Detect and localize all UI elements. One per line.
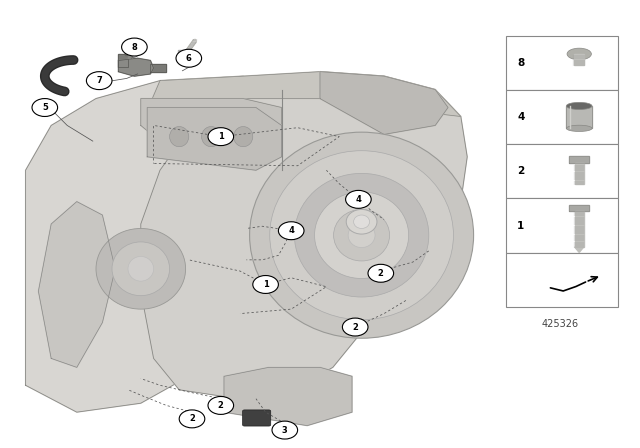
Circle shape	[278, 222, 304, 240]
Polygon shape	[569, 204, 589, 211]
Ellipse shape	[270, 151, 453, 320]
Ellipse shape	[234, 127, 253, 147]
Circle shape	[176, 49, 202, 67]
Text: 2: 2	[517, 166, 524, 177]
Text: 1: 1	[517, 220, 524, 231]
Ellipse shape	[566, 125, 592, 132]
Text: 1: 1	[262, 280, 269, 289]
Text: 4: 4	[517, 112, 525, 122]
Text: 4: 4	[355, 195, 362, 204]
Polygon shape	[38, 202, 115, 367]
Circle shape	[342, 318, 368, 336]
Circle shape	[179, 410, 205, 428]
Circle shape	[253, 276, 278, 293]
Ellipse shape	[170, 127, 189, 147]
Text: 2: 2	[352, 323, 358, 332]
Polygon shape	[118, 58, 154, 76]
Circle shape	[272, 421, 298, 439]
Circle shape	[86, 72, 112, 90]
Bar	[506, 36, 618, 90]
Polygon shape	[125, 48, 134, 55]
Polygon shape	[118, 54, 128, 67]
Polygon shape	[320, 72, 448, 134]
Polygon shape	[141, 99, 282, 157]
Ellipse shape	[96, 228, 186, 309]
Text: 6: 6	[186, 54, 192, 63]
Polygon shape	[141, 72, 467, 403]
Ellipse shape	[353, 215, 370, 228]
Polygon shape	[26, 76, 294, 412]
Text: 425326: 425326	[541, 319, 579, 329]
Ellipse shape	[294, 173, 429, 297]
Bar	[506, 144, 618, 198]
Text: 2: 2	[378, 269, 384, 278]
Polygon shape	[141, 72, 461, 125]
Ellipse shape	[128, 256, 154, 281]
Polygon shape	[147, 108, 282, 170]
Circle shape	[368, 264, 394, 282]
Polygon shape	[181, 55, 188, 60]
Text: 8: 8	[517, 58, 524, 68]
Ellipse shape	[346, 210, 377, 234]
Text: 8: 8	[132, 43, 137, 52]
Circle shape	[122, 38, 147, 56]
Circle shape	[32, 99, 58, 116]
Polygon shape	[178, 50, 191, 55]
Bar	[506, 90, 618, 144]
Circle shape	[208, 128, 234, 146]
Text: 2: 2	[218, 401, 224, 410]
Text: 1: 1	[218, 132, 224, 141]
Ellipse shape	[112, 242, 170, 296]
Ellipse shape	[567, 48, 591, 60]
Text: 2: 2	[189, 414, 195, 423]
Circle shape	[208, 396, 234, 414]
Ellipse shape	[314, 192, 409, 279]
Ellipse shape	[566, 103, 592, 110]
Polygon shape	[575, 247, 584, 253]
Polygon shape	[150, 64, 166, 72]
FancyBboxPatch shape	[243, 410, 271, 426]
Ellipse shape	[202, 127, 221, 147]
Text: 4: 4	[288, 226, 294, 235]
Text: 3: 3	[282, 426, 287, 435]
Bar	[506, 253, 618, 307]
Ellipse shape	[333, 210, 390, 261]
Text: 5: 5	[42, 103, 48, 112]
Polygon shape	[224, 367, 352, 426]
Polygon shape	[575, 211, 584, 247]
Ellipse shape	[250, 132, 474, 338]
Circle shape	[346, 190, 371, 208]
Polygon shape	[569, 156, 589, 164]
Text: 7: 7	[97, 76, 102, 85]
Polygon shape	[575, 164, 584, 184]
Polygon shape	[574, 54, 584, 65]
Bar	[506, 198, 618, 253]
Ellipse shape	[348, 223, 375, 248]
Polygon shape	[566, 106, 592, 128]
Polygon shape	[128, 55, 132, 58]
